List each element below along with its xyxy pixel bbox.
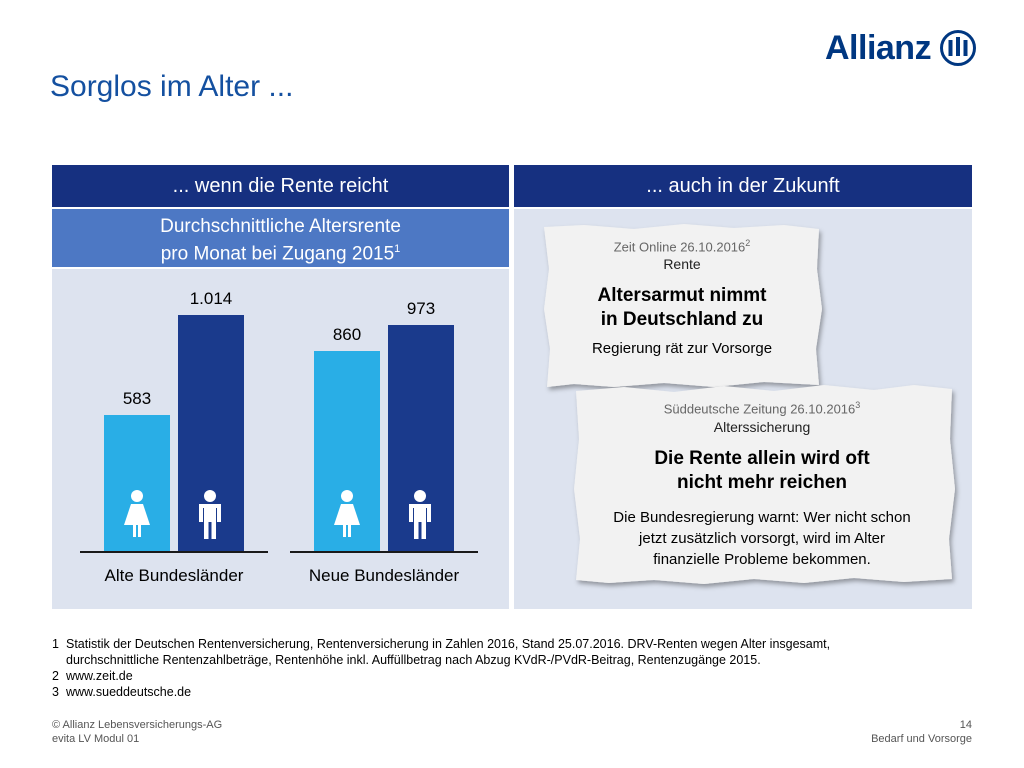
footnote-item: 3 www.sueddeutsche.de xyxy=(52,684,982,700)
woman-icon xyxy=(121,489,153,544)
clipping-2-text-line1: Die Bundesregierung warnt: Wer nicht sch… xyxy=(613,509,911,527)
clipping-2-text-line2: jetzt zusätzlich vorsorgt, wird im Alter xyxy=(639,530,885,548)
brand-name: Allianz xyxy=(825,28,932,67)
allianz-eagle-icon xyxy=(940,30,977,66)
chart-subtitle-line1: Durchschnittliche Altersrente xyxy=(160,216,401,237)
clipping-2-category: Alterssicherung xyxy=(713,419,811,436)
bar-women-alte xyxy=(104,415,170,551)
woman-icon xyxy=(331,489,363,544)
footnote-text: www.zeit.de xyxy=(66,669,133,683)
footnote-item: 2 www.zeit.de xyxy=(52,668,982,684)
footnote-number: 3 xyxy=(52,685,59,699)
man-icon xyxy=(405,489,435,546)
right-column-header-label: ... auch in der Zukunft xyxy=(646,174,840,197)
bar-value-label: 583 xyxy=(122,389,152,408)
bar-value-label: 973 xyxy=(406,299,436,318)
man-icon xyxy=(195,489,225,546)
footnote-item: 1 Statistik der Deutschen Rentenversicher… xyxy=(52,636,982,652)
bar-chart: 583 1.014 Alte Bundesländer 860 973 Neue Bund… xyxy=(52,269,509,609)
clipping-2-source: Süddeutsche Zeitung 26.10.2016 xyxy=(663,401,856,417)
footer-section: Bedarf und Vorsorge xyxy=(871,733,972,745)
clipping-1-category: Rente xyxy=(663,256,701,273)
page-number: 14 xyxy=(959,719,972,731)
bar-value-label: 1.014 xyxy=(189,289,233,308)
footer-right: 14 Bedarf und Vorsorge xyxy=(800,718,972,746)
clipping-1-source-line: Zeit Online 26.10.20162 xyxy=(552,238,812,254)
allianz-logo: Allianz xyxy=(825,28,977,68)
clipping-1-paper xyxy=(544,224,822,387)
clipping-1-footnote-ref: 2 xyxy=(745,238,751,248)
footer-left: © Allianz Lebensversicherungs-AG evita L… xyxy=(52,718,222,746)
clipping-2-paper xyxy=(574,385,955,584)
category-label: Alte Bundesländer xyxy=(104,566,244,585)
footnote-text: www.sueddeutsche.de xyxy=(66,685,192,699)
footnote-number: 2 xyxy=(52,669,59,683)
chart-subtitle-footnote-ref: 1 xyxy=(394,243,401,255)
chart-subtitle-box: Durchschnittliche Altersrente pro Monat … xyxy=(52,209,509,267)
clipping-2-headline-line1: Die Rente allein wird oft xyxy=(654,448,870,470)
clipping-2-text-line3: finanzielle Probleme bekommen. xyxy=(653,551,871,569)
clipping-2-headline-line2: nicht mehr reichen xyxy=(677,472,847,494)
clipping-2-footnote-ref: 3 xyxy=(855,400,861,410)
page-title: Sorglos im Alter ... xyxy=(50,70,294,103)
footer-copyright: © Allianz Lebensversicherungs-AG xyxy=(52,719,223,731)
clipping-zeit-online: Zeit Online 26.10.20162 Rente Altersarmu… xyxy=(552,238,812,357)
chart-subtitle-line2-text: pro Monat bei Zugang 2015 xyxy=(160,243,395,265)
right-column-header: ... auch in der Zukunft xyxy=(514,165,972,207)
footnote-item: durchschnittliche Rentenzahlbeträge, Ren… xyxy=(52,652,982,668)
category-baseline xyxy=(80,551,268,553)
clipping-1-headline-line1: Altersarmut nimmt xyxy=(597,285,767,307)
clipping-sueddeutsche: Süddeutsche Zeitung 26.10.20163 Alterssi… xyxy=(582,400,942,570)
clipping-1-headline-line2: in Deutschland zu xyxy=(600,309,764,331)
footnote-number: 1 xyxy=(52,637,59,651)
clipping-1-text: Regierung rät zur Vorsorge xyxy=(591,340,773,358)
category-label: Neue Bundesländer xyxy=(308,566,460,585)
clipping-2-source-line: Süddeutsche Zeitung 26.10.20163 xyxy=(582,400,942,416)
footnote-number xyxy=(52,652,66,668)
clippings-paper-shapes xyxy=(544,224,955,584)
category-baseline xyxy=(290,551,478,553)
clipping-1-source: Zeit Online 26.10.2016 xyxy=(613,239,746,255)
chart-panel: 583 1.014 Alte Bundesländer 860 973 Neue Bund… xyxy=(52,269,509,609)
footnote-text: Statistik der Deutschen Rentenversicheru… xyxy=(66,637,831,651)
footnotes: 1 Statistik der Deutschen Rentenversicher… xyxy=(52,636,982,700)
left-column-header: ... wenn die Rente reicht xyxy=(52,165,509,207)
footnote-text: durchschnittliche Rentenzahlbeträge, Ren… xyxy=(66,653,761,667)
left-column-header-label: ... wenn die Rente reicht xyxy=(172,174,389,197)
bar-value-label: 860 xyxy=(332,325,362,344)
chart-subtitle-line2: pro Monat bei Zugang 20151 xyxy=(52,238,509,265)
footer-module: evita LV Modul 01 xyxy=(52,733,140,745)
